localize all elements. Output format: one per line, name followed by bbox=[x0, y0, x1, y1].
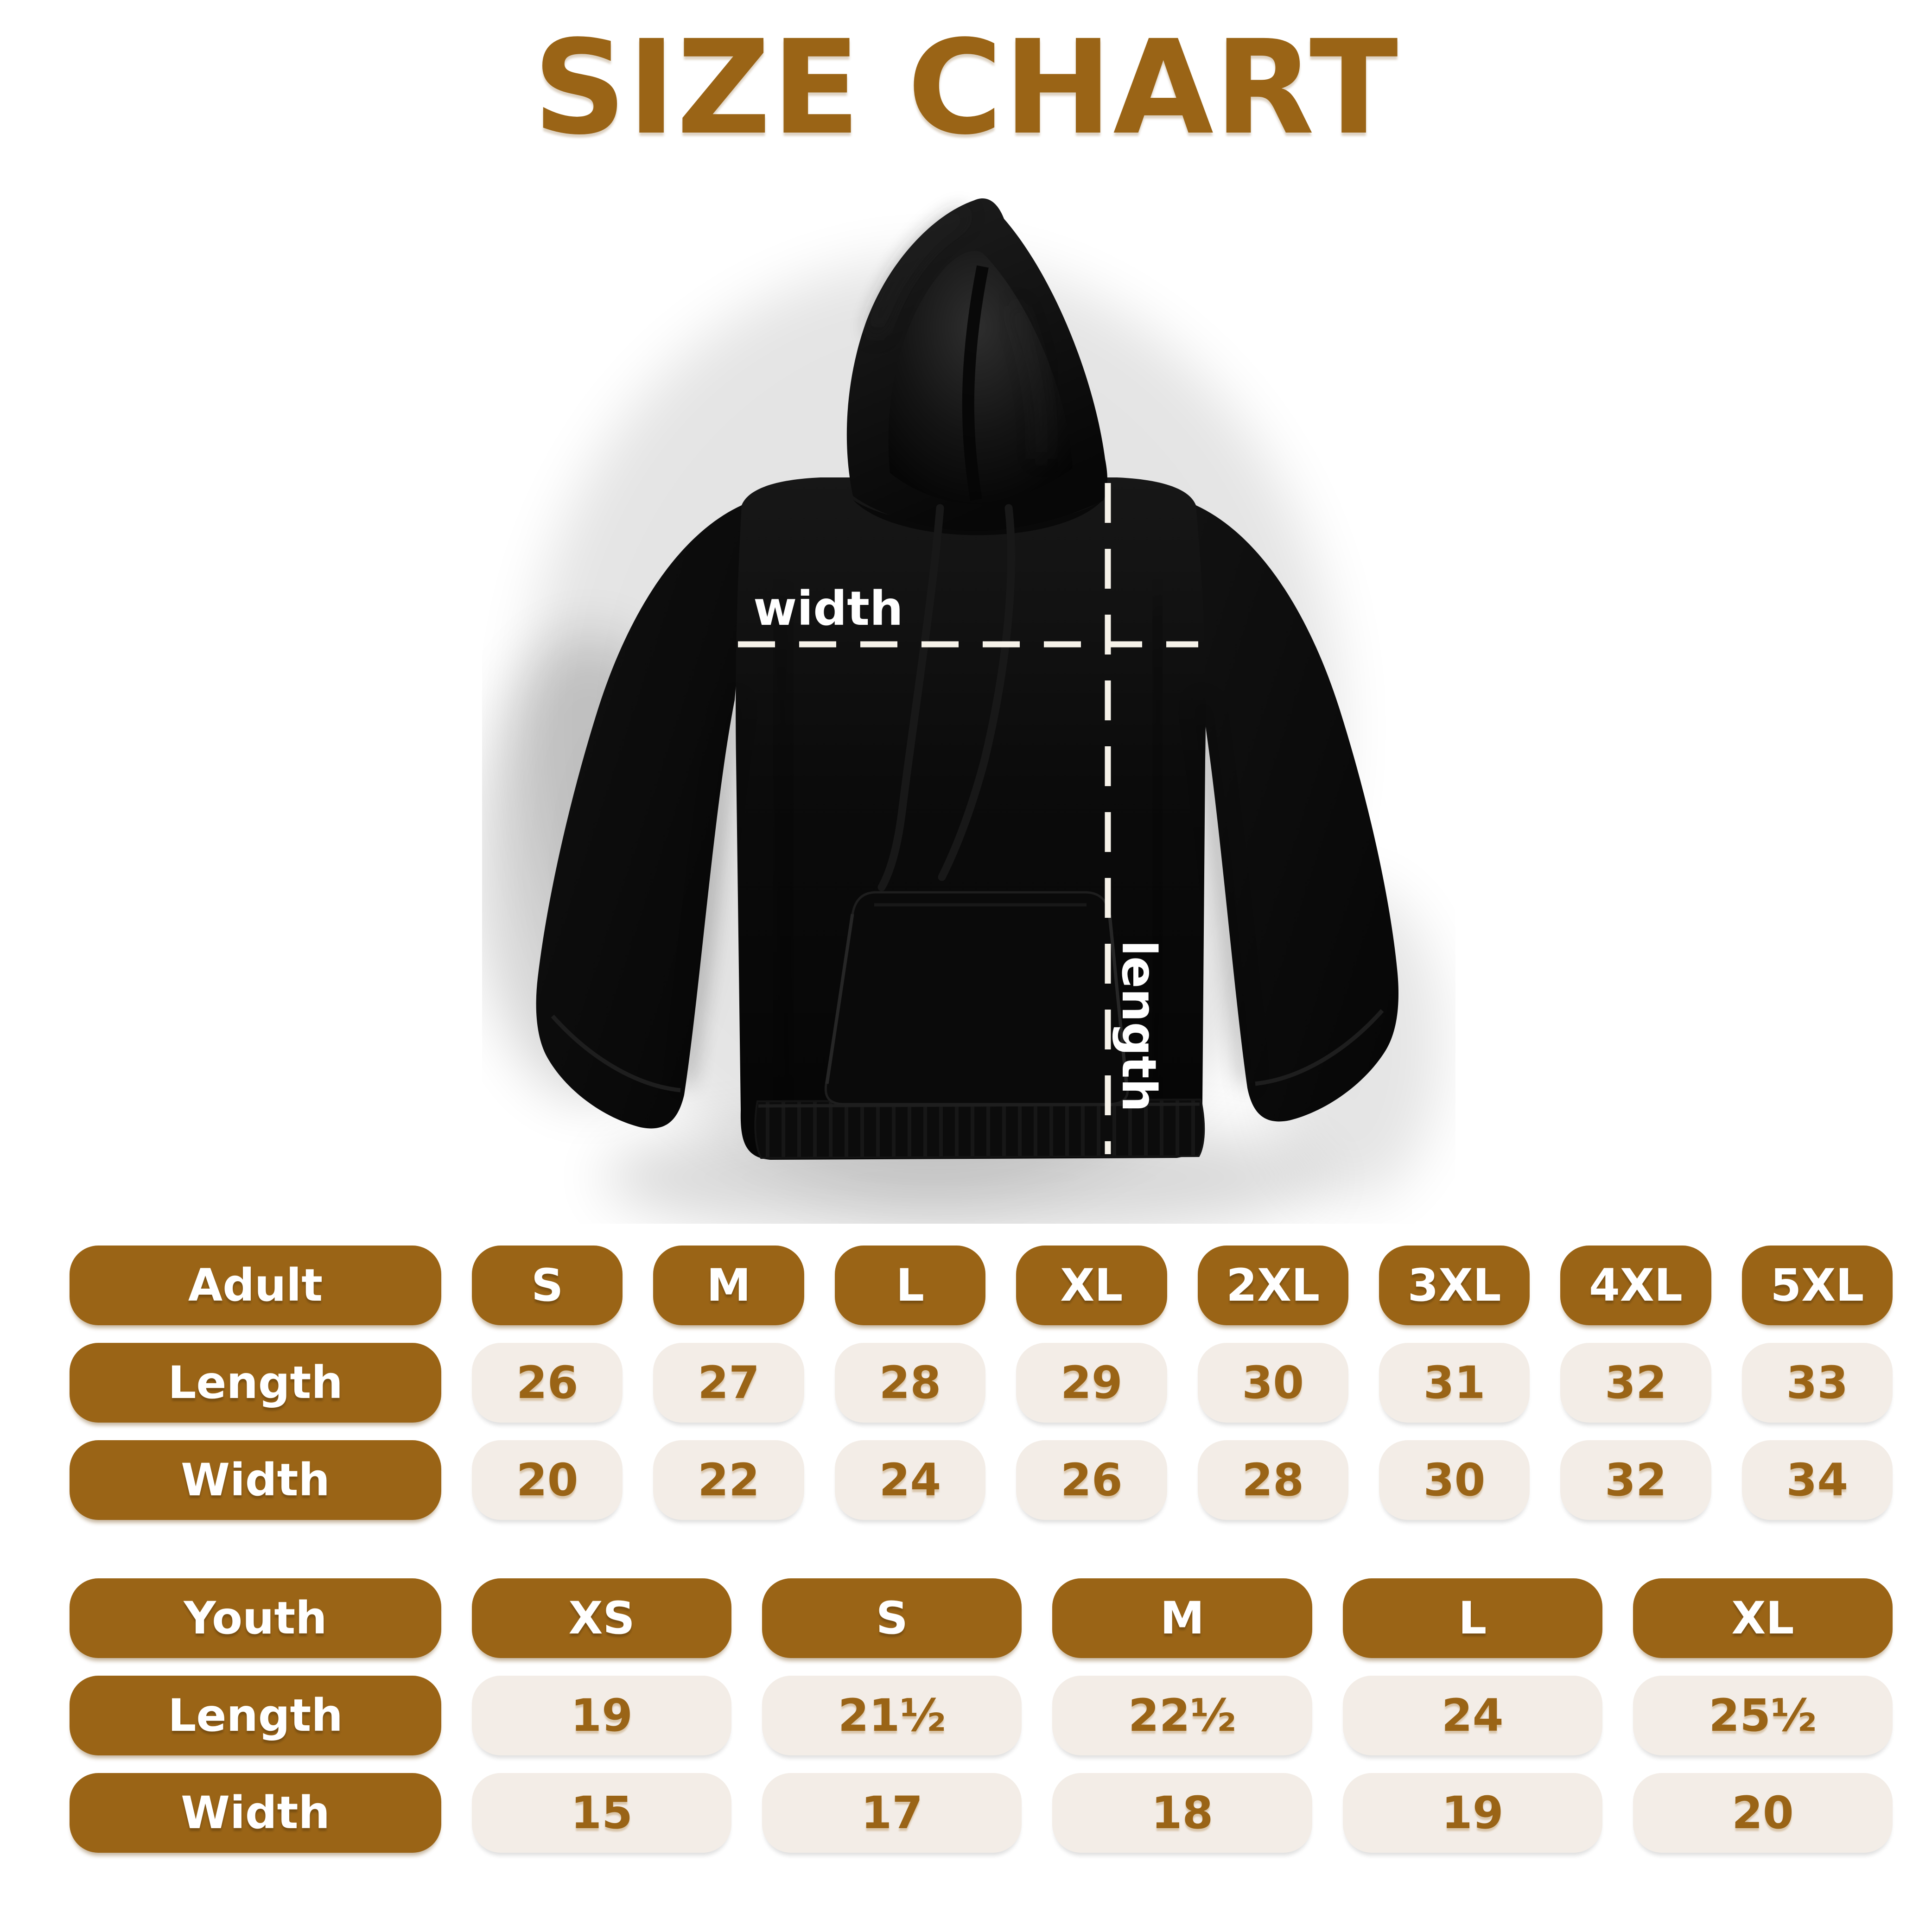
size-value-cell: 29 bbox=[1016, 1343, 1167, 1423]
hoodie-pocket bbox=[824, 891, 1129, 1106]
right-cuff-seam bbox=[1255, 1009, 1384, 1086]
size-value-cell: 31 bbox=[1379, 1343, 1530, 1423]
metric-label-cell: Width bbox=[70, 1773, 441, 1853]
collar-shadow bbox=[853, 500, 1103, 535]
size-header-cell: L bbox=[1342, 1578, 1602, 1658]
sleeve-seam-right bbox=[1198, 699, 1250, 1085]
measurement-row: Length 19 21½ 22½ 24 25½ bbox=[0, 1676, 1932, 1755]
sleeve-seam-left bbox=[683, 699, 738, 1085]
header-row: Adult S M L XL 2XL 3XL 4XL 5XL bbox=[0, 1246, 1932, 1325]
hood-highlight bbox=[869, 210, 966, 336]
page-title: SIZE CHART bbox=[533, 13, 1399, 164]
size-value-cell: 17 bbox=[762, 1773, 1022, 1853]
hoodie-right-sleeve bbox=[1196, 505, 1398, 1122]
measurement-overlay: width length bbox=[738, 483, 1198, 1154]
size-header-cell: XS bbox=[472, 1578, 732, 1658]
table-category-cell: Adult bbox=[70, 1246, 441, 1325]
length-label: length bbox=[1111, 940, 1166, 1112]
size-header-cell: 4XL bbox=[1560, 1246, 1711, 1325]
size-value-cell: 18 bbox=[1052, 1773, 1312, 1853]
hoodie-left-sleeve bbox=[536, 505, 742, 1129]
body-fold-right bbox=[1150, 597, 1165, 1099]
size-value-cell: 32 bbox=[1560, 1343, 1711, 1423]
size-value-cell: 19 bbox=[472, 1676, 732, 1755]
size-value-cell: 20 bbox=[1633, 1773, 1893, 1853]
size-value-cell: 19 bbox=[1342, 1773, 1602, 1853]
size-header-cell: M bbox=[1052, 1578, 1312, 1658]
size-value-cell: 27 bbox=[653, 1343, 804, 1423]
size-value-cell: 33 bbox=[1741, 1343, 1893, 1423]
drawstring-right bbox=[938, 504, 1015, 881]
size-value-cell: 22 bbox=[653, 1440, 804, 1520]
size-value-cell: 25½ bbox=[1633, 1676, 1893, 1755]
size-value-cell: 15 bbox=[472, 1773, 732, 1853]
size-header-cell: S bbox=[762, 1578, 1022, 1658]
hoodie-shape bbox=[536, 198, 1398, 1160]
size-header-cell: XL bbox=[1633, 1578, 1893, 1658]
size-value-cell: 26 bbox=[472, 1343, 623, 1423]
size-value-cell: 24 bbox=[834, 1440, 986, 1520]
metric-label-cell: Length bbox=[70, 1343, 441, 1423]
hoodie-illustration: width length bbox=[477, 181, 1455, 1238]
hood-opening bbox=[888, 251, 1073, 504]
hood-crease bbox=[962, 265, 989, 501]
size-header-cell: M bbox=[653, 1246, 804, 1325]
left-cuff-seam bbox=[551, 1015, 681, 1093]
size-value-cell: 26 bbox=[1016, 1440, 1167, 1520]
youth-size-table: Youth XS S M L XL Length 19 21½ 22½ 24 25½ Width 15 17… bbox=[0, 1578, 1932, 1853]
body-fold-left bbox=[773, 597, 794, 1099]
table-category-cell: Youth bbox=[70, 1578, 441, 1658]
hoodie-graphic: width length bbox=[477, 198, 1442, 1238]
size-value-cell: 20 bbox=[472, 1440, 623, 1520]
size-header-cell: 3XL bbox=[1379, 1246, 1530, 1325]
size-value-cell: 34 bbox=[1741, 1440, 1893, 1520]
width-label: width bbox=[753, 581, 903, 636]
size-header-cell: XL bbox=[1016, 1246, 1167, 1325]
size-value-cell: 22½ bbox=[1052, 1676, 1312, 1755]
hoodie-hem bbox=[754, 1098, 1205, 1159]
size-value-cell: 30 bbox=[1197, 1343, 1348, 1423]
metric-label-cell: Length bbox=[70, 1676, 441, 1755]
size-value-cell: 21½ bbox=[762, 1676, 1022, 1755]
size-value-cell: 28 bbox=[1197, 1440, 1348, 1520]
header-row: Youth XS S M L XL bbox=[0, 1578, 1932, 1658]
size-header-cell: 5XL bbox=[1741, 1246, 1893, 1325]
size-value-cell: 28 bbox=[834, 1343, 986, 1423]
measurement-row: Width 20 22 24 26 28 30 32 34 bbox=[0, 1440, 1932, 1520]
size-header-cell: 2XL bbox=[1197, 1246, 1348, 1325]
pocket-side-seam-right bbox=[1108, 915, 1128, 1084]
size-value-cell: 24 bbox=[1342, 1676, 1602, 1755]
hood-sheen bbox=[1012, 305, 1045, 459]
metric-label-cell: Width bbox=[70, 1440, 441, 1520]
adult-size-table: Adult S M L XL 2XL 3XL 4XL 5XL Length 26 27 28 29 30 31… bbox=[0, 1246, 1932, 1520]
measurement-row: Width 15 17 18 19 20 bbox=[0, 1773, 1932, 1853]
size-value-cell: 32 bbox=[1560, 1440, 1711, 1520]
drawstring-left bbox=[877, 504, 944, 891]
measurement-row: Length 26 27 28 29 30 31 32 33 bbox=[0, 1343, 1932, 1423]
size-value-cell: 30 bbox=[1379, 1440, 1530, 1520]
size-header-cell: L bbox=[834, 1246, 986, 1325]
pocket-side-seam-left bbox=[825, 914, 854, 1084]
size-header-cell: S bbox=[472, 1246, 623, 1325]
